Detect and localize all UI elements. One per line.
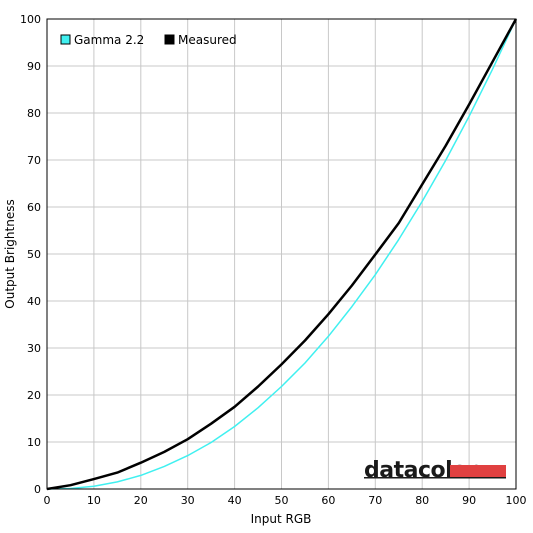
y-tick-label: 50	[27, 248, 41, 261]
y-axis-label: Output Brightness	[3, 199, 17, 308]
legend-swatch-measured	[164, 34, 175, 45]
y-tick-label: 80	[27, 107, 41, 120]
plot-frame	[46, 18, 517, 490]
x-tick-label: 10	[87, 494, 101, 507]
y-tick-label: 60	[27, 201, 41, 214]
x-tick-label: 30	[181, 494, 195, 507]
datacolor-logo-underline	[364, 477, 506, 479]
y-tick-label: 0	[34, 483, 41, 496]
y-tick-label: 70	[27, 154, 41, 167]
legend-item-gamma: Gamma 2.2	[60, 33, 144, 47]
series-line-measured	[46, 18, 518, 491]
legend-label-measured: Measured	[178, 33, 237, 47]
x-tick-label: 20	[134, 494, 148, 507]
legend: Gamma 2.2 Measured	[60, 33, 237, 47]
x-tick-labels: 0 10 20 30 40 50 60 70 80 90 100	[44, 494, 527, 507]
x-tick-label: 70	[368, 494, 382, 507]
x-tick-label: 50	[275, 494, 289, 507]
x-tick-label: 90	[462, 494, 476, 507]
x-axis-label: Input RGB	[251, 512, 312, 526]
series-line-gamma-2-2	[46, 18, 517, 490]
y-tick-label: 30	[27, 342, 41, 355]
y-tick-label: 10	[27, 436, 41, 449]
legend-item-measured: Measured	[164, 33, 237, 47]
x-tick-label: 40	[228, 494, 242, 507]
x-tick-label: 100	[506, 494, 527, 507]
legend-swatch-gamma	[60, 34, 71, 45]
y-tick-label: 90	[27, 60, 41, 73]
datacolor-logo-bar	[450, 465, 506, 477]
x-tick-label: 60	[321, 494, 335, 507]
y-tick-labels: 0 10 20 30 40 50 60 70 80 90 100	[20, 13, 41, 496]
legend-label-gamma: Gamma 2.2	[74, 33, 144, 47]
y-tick-label: 20	[27, 389, 41, 402]
y-tick-label: 40	[27, 295, 41, 308]
x-tick-label: 80	[415, 494, 429, 507]
x-tick-label: 0	[44, 494, 51, 507]
grid-lines	[47, 19, 516, 489]
datacolor-logo: datacolor	[364, 458, 506, 483]
series-layer	[46, 18, 518, 491]
y-tick-label: 100	[20, 13, 41, 26]
